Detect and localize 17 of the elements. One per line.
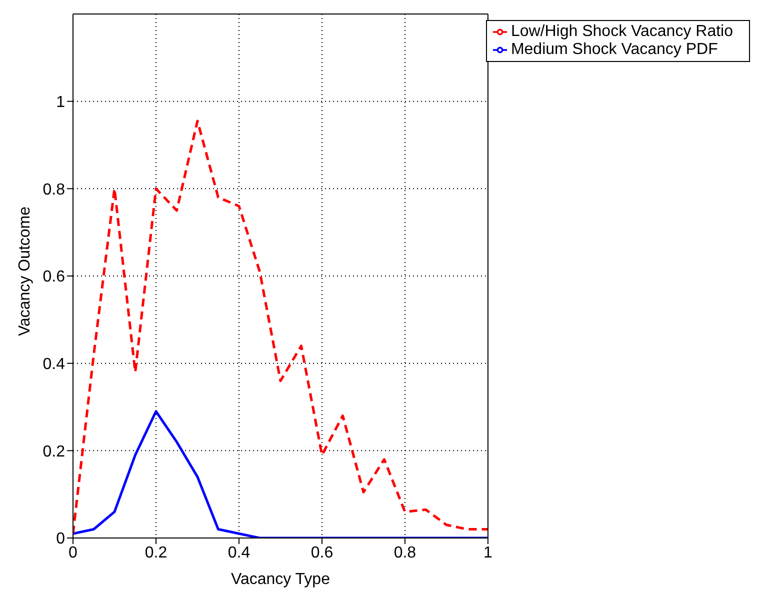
legend-label: Medium Shock Vacancy PDF [510,41,718,58]
x-tick-label: 0.8 [394,544,416,562]
legend-label: Low/High Shock Vacancy Ratio [510,23,733,40]
y-axis-title: Vacancy Outcome [16,206,34,336]
y-tick-label: 0.8 [42,181,66,198]
x-tick-label: 0.6 [310,544,334,562]
y-tick-label: 0.2 [42,443,66,460]
x-axis-title: Vacancy Type [230,571,330,588]
y-tick-label: 0.6 [42,268,66,286]
x-tick-label: 0 [68,544,78,562]
line-series [73,120,488,535]
y-tick-label: 1 [56,94,66,112]
x-tick-label: 1 [484,544,492,562]
y-tick-label: 0.4 [42,356,66,374]
x-tick-label: 0.2 [144,544,168,562]
y-tick-label: 0 [56,530,66,548]
x-tick-label: 0.4 [228,544,250,562]
